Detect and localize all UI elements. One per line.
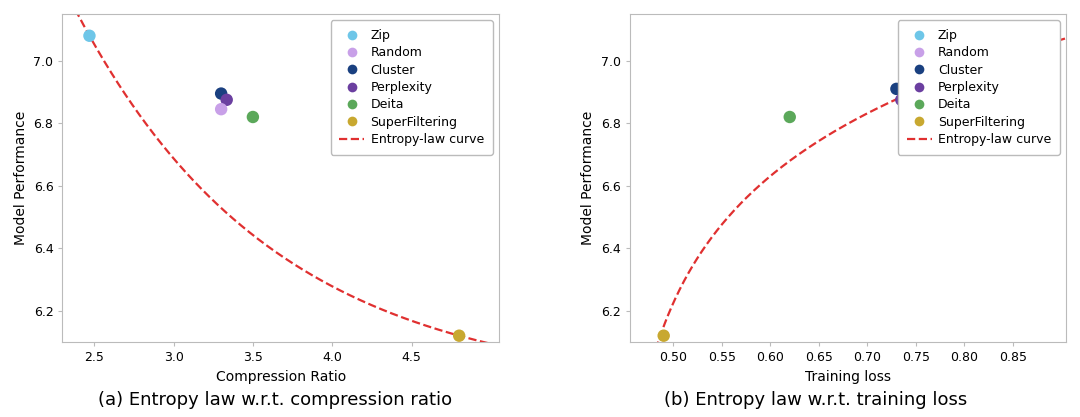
Y-axis label: Model Performance: Model Performance: [581, 111, 595, 245]
Point: [218, 96, 235, 103]
Text: (a) Entropy law w.r.t. compression ratio: (a) Entropy law w.r.t. compression ratio: [98, 391, 453, 409]
Y-axis label: Model Performance: Model Performance: [14, 111, 28, 245]
X-axis label: Training loss: Training loss: [805, 369, 891, 384]
Point: [1004, 33, 1022, 39]
Point: [450, 332, 468, 339]
Point: [781, 114, 798, 121]
Point: [213, 90, 230, 97]
Point: [888, 85, 905, 92]
Point: [213, 106, 230, 113]
Point: [656, 332, 673, 339]
Legend: Zip, Random, Cluster, Perplexity, Deita, SuperFiltering, Entropy-law curve: Zip, Random, Cluster, Perplexity, Deita,…: [897, 20, 1059, 155]
Point: [244, 114, 261, 121]
Point: [912, 106, 929, 113]
Legend: Zip, Random, Cluster, Perplexity, Deita, SuperFiltering, Entropy-law curve: Zip, Random, Cluster, Perplexity, Deita,…: [330, 20, 492, 155]
Point: [81, 33, 98, 39]
X-axis label: Compression Ratio: Compression Ratio: [216, 369, 346, 384]
Point: [893, 96, 910, 103]
Text: (b) Entropy law w.r.t. training loss: (b) Entropy law w.r.t. training loss: [664, 391, 967, 409]
